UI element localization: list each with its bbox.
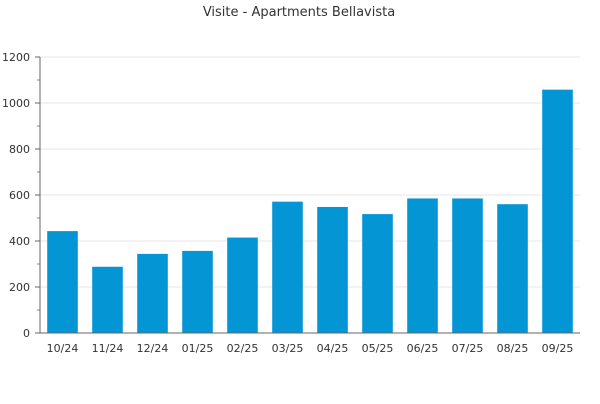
bars xyxy=(47,89,573,333)
x-tick-label: 05/25 xyxy=(362,342,394,355)
axes: 0 200 400 600 800 1000 1200 10/24 11/24 12/24 01/2… xyxy=(2,51,580,355)
x-tick-label: 06/25 xyxy=(407,342,439,355)
bar-01-25[interactable] xyxy=(182,250,213,333)
x-tick-label: 01/25 xyxy=(182,342,214,355)
x-tick-label: 08/25 xyxy=(497,342,529,355)
chart-title: Visite - Apartments Bellavista xyxy=(203,5,395,20)
bar-03-25[interactable] xyxy=(272,201,303,333)
y-tick-label: 800 xyxy=(9,143,30,156)
y-tick-label: 1000 xyxy=(2,97,30,110)
x-tick-label: 04/25 xyxy=(317,342,349,355)
x-tick-label: 12/24 xyxy=(137,342,169,355)
grid-lines xyxy=(40,56,580,288)
y-tick-label: 400 xyxy=(9,235,30,248)
bar-02-25[interactable] xyxy=(227,237,258,333)
bar-09-25[interactable] xyxy=(542,89,573,333)
bar-12-24[interactable] xyxy=(137,253,168,333)
y-tick-label: 600 xyxy=(9,189,30,202)
x-tick-label: 10/24 xyxy=(47,342,79,355)
x-tick-label: 07/25 xyxy=(452,342,484,355)
y-tick-label: 1200 xyxy=(2,51,30,64)
bar-05-25[interactable] xyxy=(362,214,393,333)
bar-07-25[interactable] xyxy=(452,198,483,333)
x-tick-label: 02/25 xyxy=(227,342,259,355)
y-tick-label: 0 xyxy=(23,327,30,340)
bar-08-25[interactable] xyxy=(497,204,528,333)
x-tick-label: 03/25 xyxy=(272,342,304,355)
bar-11-24[interactable] xyxy=(92,266,123,333)
x-tick-label: 09/25 xyxy=(542,342,574,355)
bar-10-24[interactable] xyxy=(47,231,78,333)
bar-04-25[interactable] xyxy=(317,206,348,333)
x-tick-label: 11/24 xyxy=(92,342,124,355)
bar-06-25[interactable] xyxy=(407,198,438,333)
y-tick-label: 200 xyxy=(9,281,30,294)
